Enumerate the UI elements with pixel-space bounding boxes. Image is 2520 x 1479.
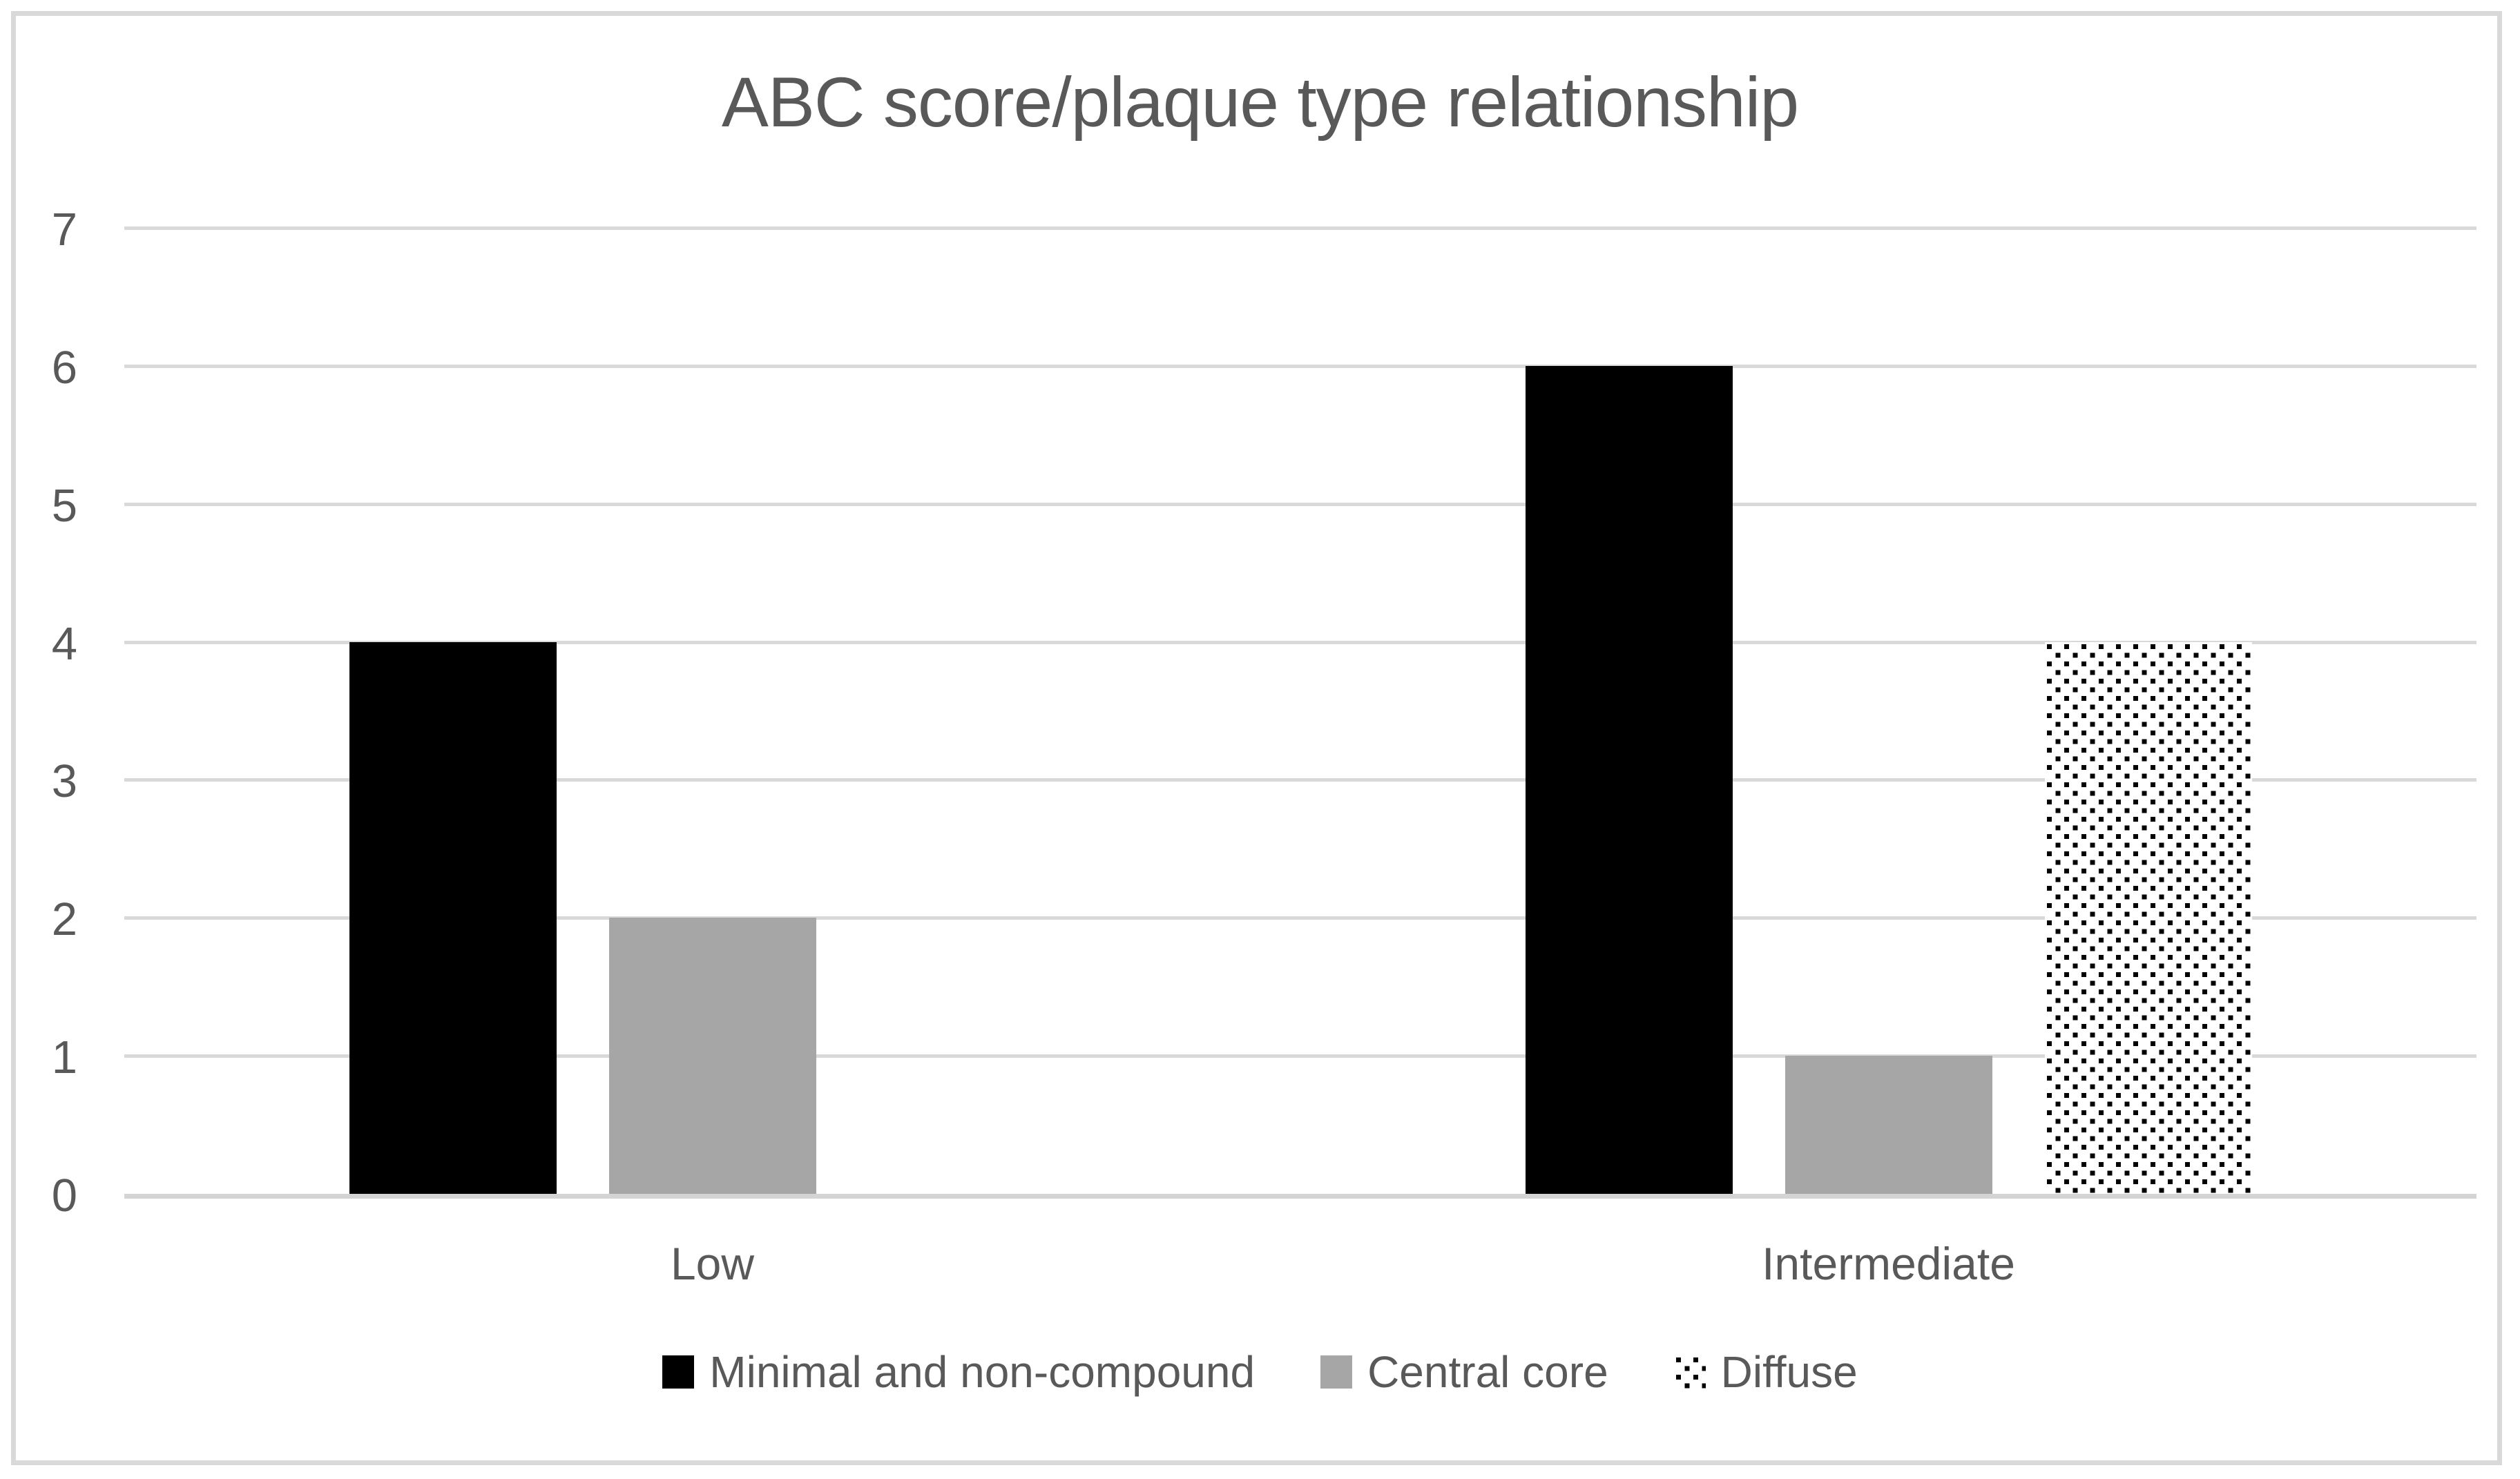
bar-minimal-and-non-compound-low bbox=[349, 641, 557, 1194]
y-tick-label-0: 0 bbox=[51, 1170, 77, 1221]
legend-swatch-diffuse bbox=[1673, 1355, 1706, 1389]
gridline-3 bbox=[124, 778, 2476, 782]
y-tick-label-3: 3 bbox=[51, 755, 77, 808]
y-axis: 0 1 2 3 4 5 6 7 bbox=[0, 206, 77, 1219]
bar-diffuse-intermediate bbox=[2044, 641, 2252, 1194]
gridline-5 bbox=[124, 502, 2476, 506]
y-tick-label-1: 1 bbox=[51, 1032, 77, 1084]
y-tick-label-5: 5 bbox=[51, 479, 77, 532]
legend-label-diffuse: Diffuse bbox=[1720, 1347, 1858, 1397]
gridline-7 bbox=[124, 226, 2476, 230]
bar-minimal-and-non-compound-intermediate bbox=[1525, 365, 1733, 1194]
y-tick-label-6: 6 bbox=[51, 341, 77, 394]
x-category-label-low: Low bbox=[670, 1238, 755, 1289]
x-category-label-intermediate: Intermediate bbox=[1762, 1238, 2015, 1289]
chart-title: ABC score/plaque type relationship bbox=[721, 63, 1799, 142]
legend-item-minimal-and-non-compound: Minimal and non-compound bbox=[662, 1348, 1255, 1396]
legend-swatch-central-core bbox=[1320, 1355, 1353, 1389]
y-tick-label-7: 7 bbox=[51, 204, 77, 255]
bar-central-core-low bbox=[608, 918, 816, 1194]
legend-label-central-core: Central core bbox=[1367, 1347, 1608, 1397]
legend: Minimal and non-compound Central core Diff… bbox=[0, 1348, 2520, 1396]
gridline-4 bbox=[124, 640, 2476, 644]
gridline-6 bbox=[124, 364, 2476, 368]
x-axis-line bbox=[124, 1194, 2476, 1199]
plot-area bbox=[124, 226, 2476, 1199]
x-axis-labels: Low Intermediate bbox=[124, 1241, 2476, 1296]
bar-central-core-intermediate bbox=[1785, 1056, 1992, 1194]
legend-swatch-minimal-and-non-compound bbox=[662, 1355, 695, 1389]
gridline-2 bbox=[124, 916, 2476, 920]
y-tick-label-4: 4 bbox=[51, 617, 77, 670]
legend-item-central-core: Central core bbox=[1320, 1348, 1608, 1396]
y-tick-label-2: 2 bbox=[51, 893, 77, 946]
legend-label-minimal-and-non-compound: Minimal and non-compound bbox=[709, 1347, 1256, 1397]
gridline-1 bbox=[124, 1054, 2476, 1058]
legend-item-diffuse: Diffuse bbox=[1673, 1347, 1858, 1397]
